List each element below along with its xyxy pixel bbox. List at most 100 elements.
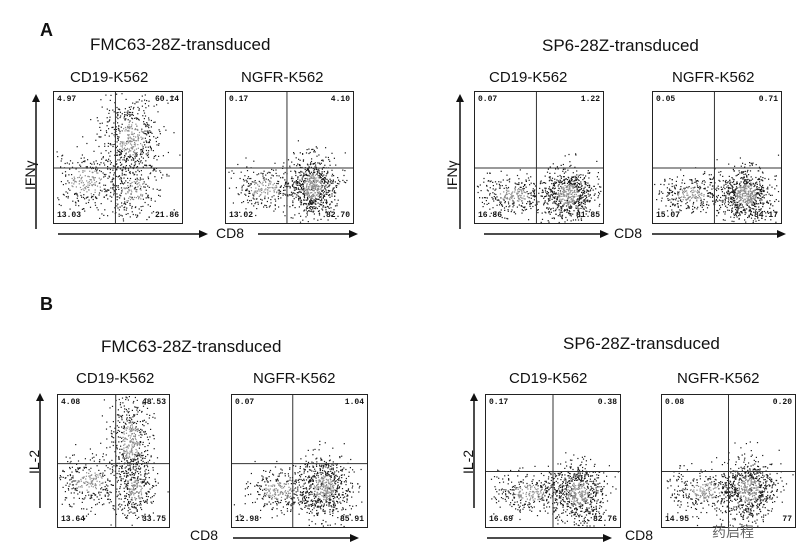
density-point bbox=[585, 198, 587, 200]
density-point bbox=[145, 126, 147, 128]
density-point bbox=[693, 195, 695, 197]
density-point bbox=[311, 210, 313, 213]
density-point bbox=[131, 207, 133, 209]
density-point bbox=[173, 132, 175, 134]
density-point bbox=[102, 172, 104, 174]
density-point bbox=[756, 183, 758, 185]
density-point bbox=[116, 488, 118, 490]
density-point bbox=[121, 504, 123, 506]
density-point bbox=[115, 188, 117, 191]
density-point bbox=[296, 181, 298, 183]
density-point bbox=[504, 201, 506, 203]
density-point bbox=[145, 462, 147, 464]
density-point bbox=[114, 207, 116, 209]
density-point bbox=[140, 494, 143, 496]
density-point bbox=[121, 130, 123, 132]
density-point bbox=[140, 431, 142, 433]
density-point bbox=[139, 502, 142, 505]
density-point bbox=[295, 181, 297, 183]
density-point bbox=[84, 198, 86, 200]
density-point bbox=[745, 200, 747, 202]
density-point bbox=[563, 199, 566, 201]
density-point bbox=[499, 184, 501, 187]
density-point bbox=[96, 207, 98, 209]
density-point bbox=[323, 174, 325, 176]
density-point bbox=[116, 134, 118, 136]
density-point bbox=[671, 179, 673, 181]
density-point bbox=[571, 178, 573, 181]
density-point bbox=[154, 121, 156, 123]
density-point bbox=[575, 207, 577, 209]
density-point bbox=[269, 187, 271, 189]
density-point bbox=[551, 198, 553, 200]
density-point bbox=[772, 205, 774, 207]
density-point bbox=[733, 183, 735, 186]
density-point bbox=[75, 181, 77, 183]
density-point bbox=[724, 219, 726, 221]
density-point bbox=[125, 455, 127, 457]
density-point bbox=[567, 190, 569, 192]
density-point bbox=[131, 452, 134, 454]
density-point bbox=[308, 193, 310, 195]
density-point bbox=[123, 444, 125, 446]
density-point bbox=[533, 192, 535, 194]
density-point bbox=[99, 182, 101, 184]
density-point bbox=[167, 151, 169, 154]
density-point bbox=[543, 197, 545, 199]
density-point bbox=[130, 441, 132, 443]
density-point bbox=[65, 191, 67, 193]
density-point bbox=[79, 174, 81, 176]
density-point bbox=[763, 210, 766, 213]
density-point bbox=[306, 193, 308, 195]
density-point bbox=[155, 179, 157, 181]
density-point bbox=[119, 452, 121, 454]
density-point bbox=[744, 188, 746, 190]
density-point bbox=[315, 146, 317, 148]
density-point bbox=[128, 111, 130, 113]
density-point bbox=[154, 168, 156, 171]
density-point bbox=[560, 202, 562, 204]
density-point bbox=[547, 208, 549, 210]
density-point bbox=[700, 199, 702, 202]
density-point bbox=[75, 192, 77, 194]
density-point bbox=[568, 181, 570, 184]
density-point bbox=[125, 429, 127, 431]
density-point bbox=[140, 174, 143, 176]
density-point bbox=[123, 457, 125, 459]
density-point bbox=[322, 159, 324, 161]
density-point bbox=[138, 492, 140, 494]
density-point bbox=[152, 211, 155, 213]
density-point bbox=[700, 197, 702, 199]
density-point bbox=[137, 477, 139, 479]
density-point bbox=[313, 187, 315, 189]
density-point bbox=[137, 495, 139, 497]
density-point bbox=[304, 182, 306, 184]
density-point bbox=[123, 117, 125, 119]
density-point bbox=[82, 208, 84, 210]
density-point bbox=[132, 466, 134, 468]
density-point bbox=[133, 164, 135, 166]
panel-letter-b: B bbox=[40, 294, 53, 314]
density-point bbox=[522, 210, 524, 212]
density-point bbox=[137, 467, 139, 469]
density-point bbox=[127, 191, 129, 193]
density-point bbox=[133, 484, 135, 486]
density-point bbox=[131, 430, 133, 432]
density-point bbox=[158, 129, 160, 131]
density-point bbox=[677, 191, 679, 193]
density-point bbox=[276, 182, 278, 185]
density-point bbox=[261, 187, 263, 190]
density-point bbox=[588, 195, 590, 197]
density-point bbox=[120, 187, 123, 189]
density-point bbox=[134, 151, 136, 153]
density-point bbox=[131, 424, 133, 426]
density-point bbox=[125, 423, 127, 425]
density-point bbox=[745, 200, 747, 202]
density-point bbox=[116, 495, 118, 498]
density-point bbox=[305, 180, 307, 182]
density-point bbox=[130, 491, 132, 493]
density-point bbox=[103, 162, 105, 164]
density-point bbox=[292, 183, 294, 186]
density-point bbox=[748, 199, 750, 201]
density-point bbox=[324, 185, 326, 187]
